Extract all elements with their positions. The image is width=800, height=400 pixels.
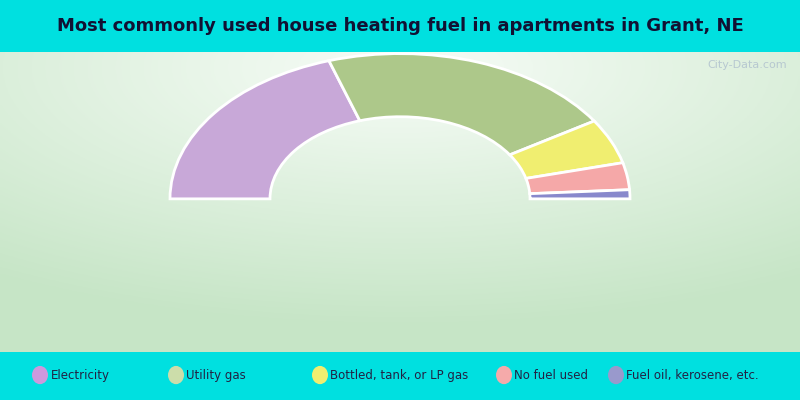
Text: Most commonly used house heating fuel in apartments in Grant, NE: Most commonly used house heating fuel in…	[57, 17, 743, 35]
Text: City-Data.com: City-Data.com	[708, 60, 787, 70]
Text: Electricity: Electricity	[50, 368, 110, 382]
Ellipse shape	[312, 366, 328, 384]
Wedge shape	[510, 121, 622, 178]
Text: Utility gas: Utility gas	[186, 368, 246, 382]
Wedge shape	[530, 190, 630, 199]
Text: Fuel oil, kerosene, etc.: Fuel oil, kerosene, etc.	[626, 368, 759, 382]
Ellipse shape	[608, 366, 624, 384]
Ellipse shape	[168, 366, 184, 384]
Text: No fuel used: No fuel used	[514, 368, 588, 382]
Wedge shape	[329, 54, 594, 155]
Text: Bottled, tank, or LP gas: Bottled, tank, or LP gas	[330, 368, 469, 382]
Ellipse shape	[32, 366, 48, 384]
Ellipse shape	[496, 366, 512, 384]
Wedge shape	[170, 61, 360, 199]
Wedge shape	[526, 163, 630, 194]
